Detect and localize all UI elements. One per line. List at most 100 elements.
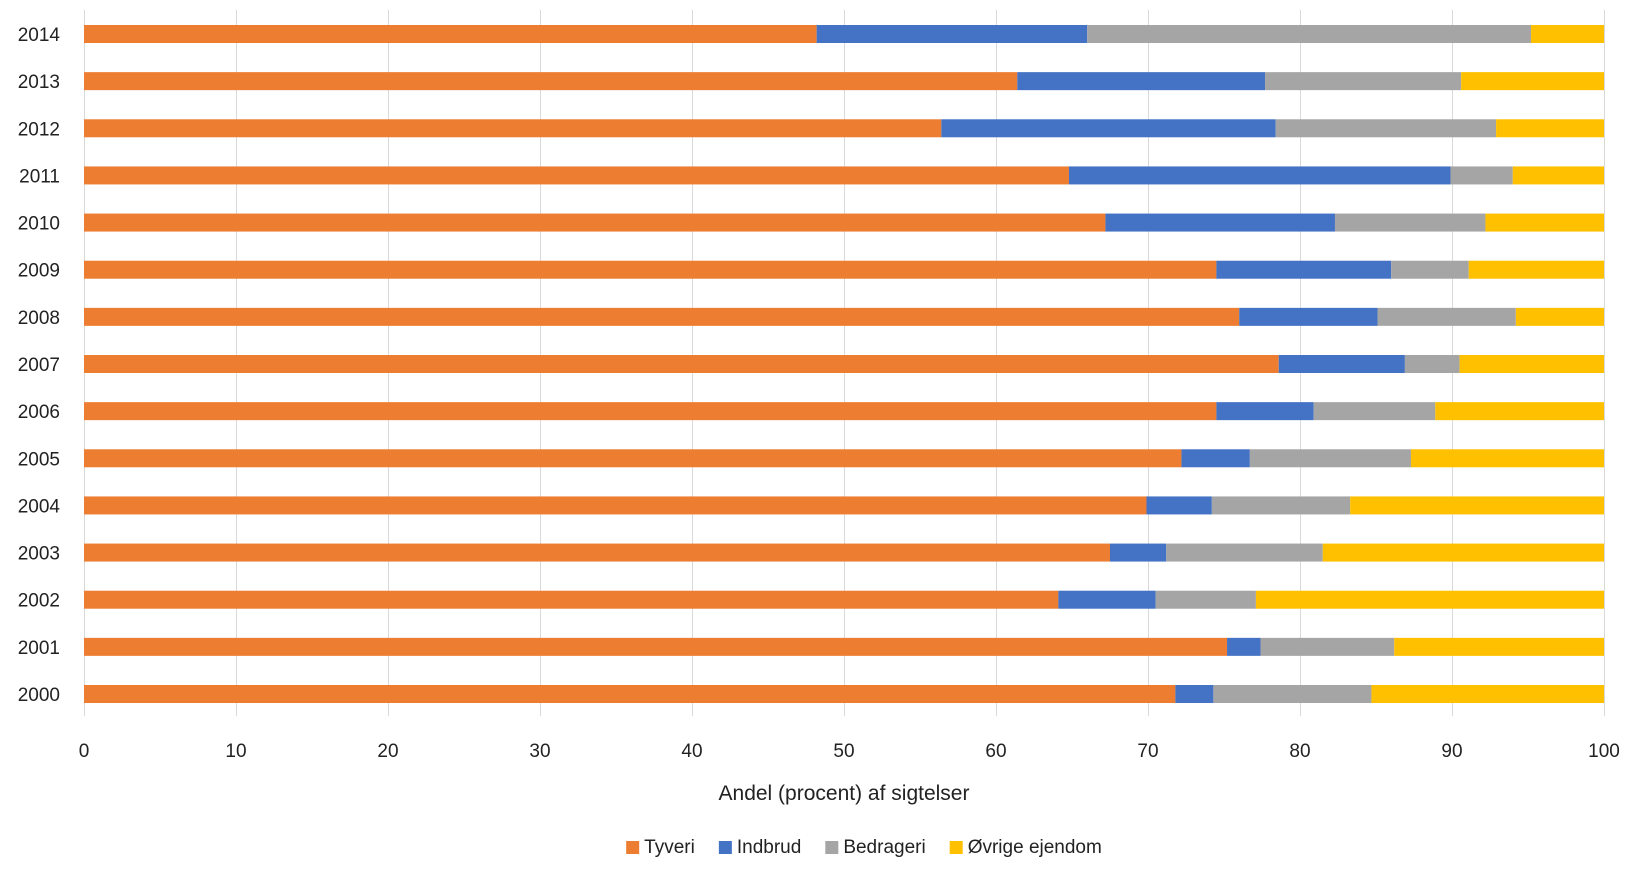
bar-2001-bedrageri	[1260, 637, 1395, 656]
bar-2011-tyveri	[84, 166, 1069, 185]
legend-label-øvrige-ejendom: Øvrige ejendom	[968, 837, 1102, 858]
y-tick-label-2008: 2008	[18, 308, 60, 329]
x-tick-label-60: 60	[985, 741, 1006, 762]
bar-2001-øvrige-ejendom	[1394, 637, 1604, 656]
bar-2010-bedrageri	[1334, 213, 1486, 232]
y-tick-label-2003: 2003	[18, 544, 60, 565]
bar-2007-tyveri	[84, 355, 1279, 373]
y-tick-label-2009: 2009	[18, 261, 60, 282]
x-tick-label-0: 0	[79, 741, 90, 762]
bar-2009-indbrud	[1216, 260, 1392, 279]
bar-2004-tyveri	[84, 496, 1147, 515]
bar-2010-tyveri	[84, 213, 1106, 232]
y-tick-label-2007: 2007	[18, 355, 60, 376]
bar-2001-indbrud	[1227, 637, 1261, 656]
bar-2002-bedrageri	[1155, 590, 1256, 609]
bar-2005-tyveri	[84, 449, 1182, 468]
bar-2012-bedrageri	[1275, 119, 1497, 138]
bar-2011-indbrud	[1068, 166, 1451, 185]
bar-2005-indbrud	[1181, 449, 1250, 468]
x-tick-label-50: 50	[833, 741, 854, 762]
y-tick-label-2006: 2006	[18, 402, 60, 423]
y-tick-label-2014: 2014	[18, 25, 61, 46]
bar-2004-indbrud	[1146, 496, 1212, 515]
legend-swatch-tyveri	[626, 841, 640, 854]
bar-2010-øvrige-ejendom	[1485, 213, 1604, 232]
x-tick-label-80: 80	[1289, 741, 1310, 762]
bar-2008-øvrige-ejendom	[1515, 307, 1604, 326]
bar-2013-øvrige-ejendom	[1461, 72, 1604, 91]
bar-2003-tyveri	[84, 543, 1110, 562]
x-axis-title: Andel (procent) af sigtelser	[719, 782, 970, 805]
y-tick-label-2002: 2002	[18, 591, 60, 612]
bar-2005-bedrageri	[1249, 449, 1411, 468]
y-tick-label-2001: 2001	[18, 638, 60, 659]
bar-2003-øvrige-ejendom	[1322, 543, 1604, 562]
bar-2006-indbrud	[1216, 402, 1314, 421]
x-tick-label-20: 20	[377, 741, 398, 762]
legend-label-bedrageri: Bedrageri	[843, 837, 925, 858]
bar-2014-indbrud	[816, 25, 1088, 43]
bar-2000-tyveri	[84, 685, 1176, 703]
bar-2004-bedrageri	[1211, 496, 1351, 515]
bar-2002-tyveri	[84, 590, 1059, 609]
y-tick-label-2004: 2004	[18, 496, 61, 517]
legend-swatch-øvrige-ejendom	[949, 841, 963, 854]
bar-2005-øvrige-ejendom	[1410, 449, 1604, 468]
bar-2009-øvrige-ejendom	[1468, 260, 1604, 279]
y-tick-label-2012: 2012	[18, 119, 60, 140]
bar-2000-bedrageri	[1213, 685, 1372, 703]
bar-2001-tyveri	[84, 637, 1228, 656]
legend-label-tyveri: Tyveri	[644, 837, 695, 858]
bar-2000-indbrud	[1175, 685, 1214, 703]
bar-2012-øvrige-ejendom	[1496, 119, 1604, 138]
bar-2011-bedrageri	[1450, 166, 1513, 185]
y-tick-label-2013: 2013	[18, 72, 60, 93]
y-tick-label-2010: 2010	[18, 214, 60, 235]
bar-2008-tyveri	[84, 307, 1240, 326]
bar-2002-øvrige-ejendom	[1255, 590, 1604, 609]
bar-2013-indbrud	[1017, 72, 1266, 91]
bar-2000-øvrige-ejendom	[1371, 685, 1604, 703]
bar-2012-tyveri	[84, 119, 942, 138]
bar-2013-bedrageri	[1265, 72, 1462, 91]
bar-2014-tyveri	[84, 25, 817, 43]
y-tick-label-2000: 2000	[18, 685, 60, 706]
bar-2006-bedrageri	[1313, 402, 1436, 421]
x-tick-label-90: 90	[1441, 741, 1462, 762]
bar-2014-øvrige-ejendom	[1531, 25, 1604, 43]
bar-2007-øvrige-ejendom	[1459, 355, 1604, 373]
bar-2009-bedrageri	[1391, 260, 1469, 279]
bar-2009-tyveri	[84, 260, 1217, 279]
y-tick-label-2005: 2005	[18, 449, 60, 470]
bar-2011-øvrige-ejendom	[1512, 166, 1604, 185]
bar-2008-indbrud	[1239, 307, 1378, 326]
y-tick-label-2011: 2011	[19, 166, 60, 187]
x-tick-label-40: 40	[681, 741, 702, 762]
legend-label-indbrud: Indbrud	[737, 837, 801, 858]
bar-2013-tyveri	[84, 72, 1018, 91]
bar-2006-øvrige-ejendom	[1435, 402, 1604, 421]
x-tick-label-10: 10	[225, 741, 246, 762]
bar-2003-indbrud	[1110, 543, 1167, 562]
x-tick-label-100: 100	[1588, 741, 1620, 762]
bar-2002-indbrud	[1058, 590, 1156, 609]
bar-2014-bedrageri	[1087, 25, 1532, 43]
bar-2004-øvrige-ejendom	[1350, 496, 1604, 515]
legend: Tyveri Indbrud Bedrageri Øvrige ejendom	[626, 837, 1102, 858]
legend-swatch-indbrud	[718, 841, 732, 854]
bar-2010-indbrud	[1105, 213, 1335, 232]
bar-2007-indbrud	[1278, 355, 1405, 373]
bar-2007-bedrageri	[1404, 355, 1460, 373]
x-tick-label-70: 70	[1137, 741, 1158, 762]
bar-2003-bedrageri	[1166, 543, 1323, 562]
y-axis-labels: 2000 2001 2002 2003 2004 2005 2006 2007 2008 2009…	[18, 25, 61, 706]
bar-2006-tyveri	[84, 402, 1217, 421]
bar-2012-indbrud	[941, 119, 1276, 138]
legend-swatch-bedrageri	[825, 841, 839, 854]
x-tick-label-30: 30	[529, 741, 550, 762]
bars	[84, 25, 1604, 703]
bar-2008-bedrageri	[1377, 307, 1516, 326]
